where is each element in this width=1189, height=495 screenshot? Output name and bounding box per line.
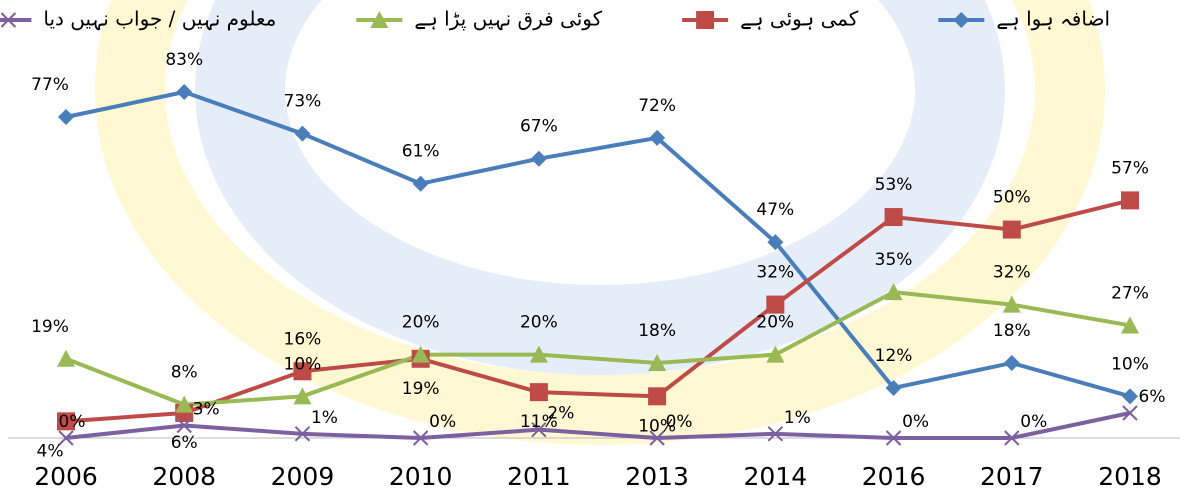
- legend-label: اضافہ ہوا ہے: [996, 7, 1110, 31]
- data-label: 1%: [784, 408, 811, 428]
- data-label: 6%: [171, 433, 198, 453]
- data-label: 8%: [171, 363, 198, 383]
- data-label: 20%: [520, 313, 558, 333]
- legend-label: معلوم نہیں / جواب نہیں دیا: [43, 7, 276, 31]
- data-label: 20%: [402, 313, 440, 333]
- data-label: 1%: [311, 408, 338, 428]
- chart: 77% 83% 73% 61% 67% 72% 47% 12% 18% 10% 4% 6% 16% 19%…: [0, 0, 1189, 495]
- data-label: 4%: [37, 441, 64, 461]
- data-label: 0%: [1020, 412, 1047, 432]
- data-label: 19%: [402, 379, 440, 399]
- data-label: 0%: [429, 412, 456, 432]
- data-label: 18%: [993, 321, 1031, 341]
- data-label: 0%: [666, 412, 693, 432]
- marker: [766, 296, 784, 314]
- x-tick-label: 2013: [625, 462, 689, 491]
- data-label: 0%: [902, 412, 929, 432]
- legend-label: کوئی فرق نہیں پڑا ہے: [414, 7, 602, 32]
- legend-marker: [696, 11, 714, 29]
- x-tick-label: 2014: [744, 462, 808, 491]
- x-tick-label: 2018: [1098, 462, 1162, 491]
- data-label: 16%: [284, 329, 322, 349]
- data-label: 32%: [756, 263, 794, 283]
- legend-label: کمی ہوئی ہے: [740, 7, 859, 31]
- data-label: 32%: [993, 263, 1031, 283]
- data-label: 27%: [1111, 283, 1149, 303]
- data-label: 12%: [875, 346, 913, 366]
- marker: [1121, 191, 1139, 209]
- x-tick-label: 2016: [862, 462, 926, 491]
- x-tick-label: 2017: [980, 462, 1044, 491]
- data-label: 61%: [402, 142, 440, 162]
- marker: [885, 208, 903, 226]
- data-label: 10%: [284, 354, 322, 374]
- data-label: 50%: [993, 188, 1031, 208]
- data-label: 73%: [284, 92, 322, 112]
- marker: [648, 387, 666, 405]
- x-tick-label: 2010: [389, 462, 453, 491]
- x-tick-label: 2006: [34, 462, 98, 491]
- data-label: 19%: [31, 317, 69, 337]
- data-label: 35%: [875, 250, 913, 270]
- x-tick-label: 2008: [152, 462, 216, 491]
- data-label: 2%: [547, 404, 574, 424]
- x-tick-label: 2009: [271, 462, 335, 491]
- data-label: 77%: [31, 75, 69, 95]
- marker: [530, 383, 548, 401]
- data-label: 6%: [1139, 387, 1166, 407]
- data-label: 83%: [165, 50, 203, 70]
- data-label: 3%: [193, 399, 220, 419]
- data-label: 18%: [638, 321, 676, 341]
- marker: [1003, 221, 1021, 239]
- x-tick-label: 2011: [507, 462, 571, 491]
- data-label: 67%: [520, 117, 558, 137]
- data-label: 0%: [59, 412, 86, 432]
- data-label: 72%: [638, 96, 676, 116]
- data-label: 10%: [1111, 354, 1149, 374]
- data-label: 47%: [756, 200, 794, 220]
- data-label: 20%: [756, 313, 794, 333]
- data-label: 53%: [875, 175, 913, 195]
- data-label: 57%: [1111, 158, 1149, 178]
